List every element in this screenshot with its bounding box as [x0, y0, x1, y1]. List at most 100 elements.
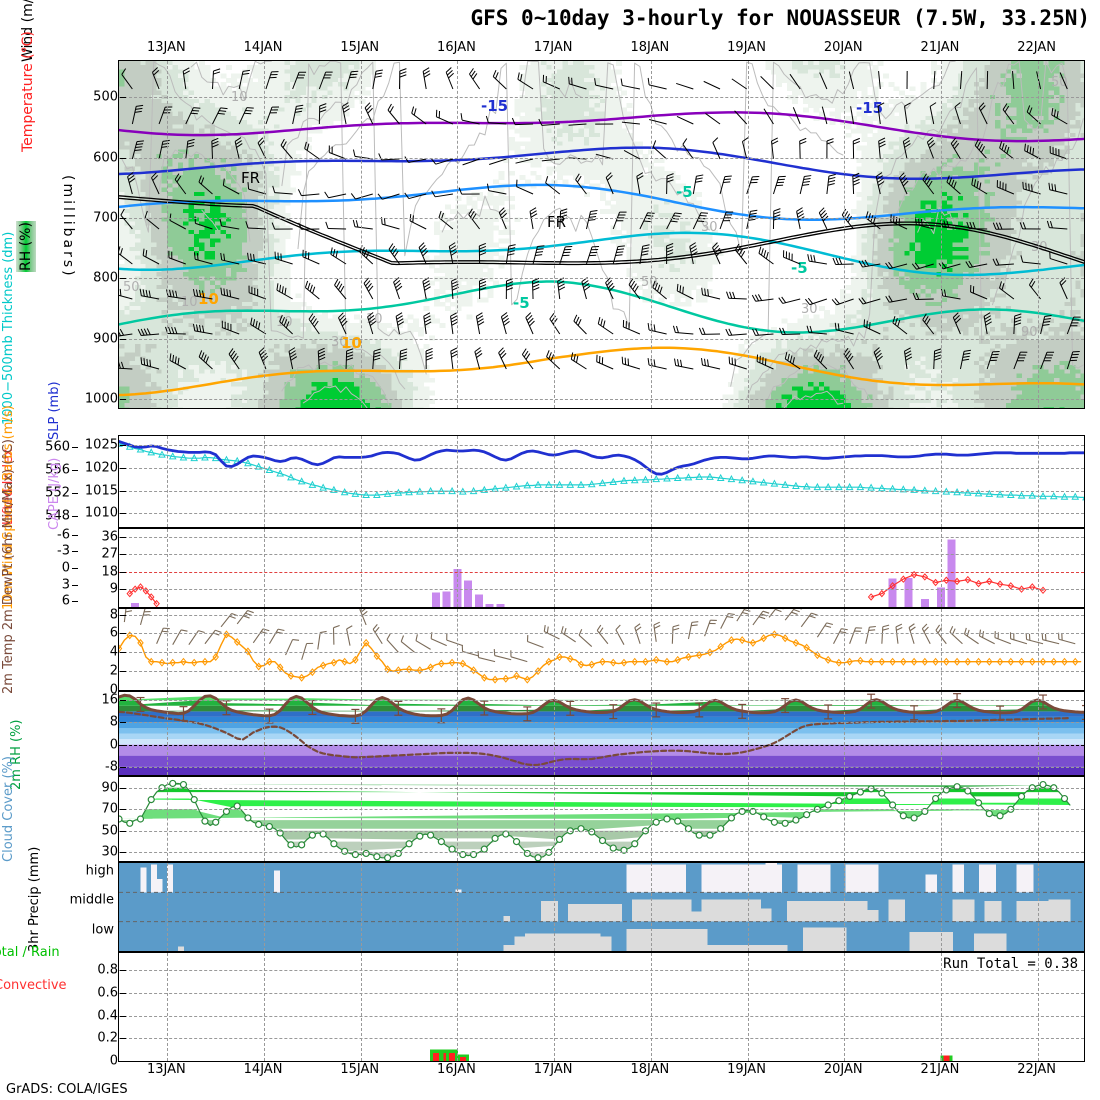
axis-tick-label: 1000: [84, 391, 118, 407]
grid-line-horizontal: [119, 809, 1084, 811]
grid-line-vertical: [940, 692, 942, 775]
axis-tick-label: 556: [45, 462, 70, 478]
rh2m-panel: [118, 776, 1085, 862]
axis-tick-label: 0.6: [97, 985, 118, 1001]
cape-lifted-index-panel: [118, 528, 1085, 608]
grid-line-vertical: [554, 953, 556, 1061]
grid-line-vertical: [844, 777, 846, 861]
axis-tick-mark: [120, 700, 126, 702]
grid-line-vertical: [1037, 863, 1039, 951]
grid-line-vertical: [940, 529, 942, 607]
date-label: 14JAN: [243, 40, 283, 55]
axis-tick-label: 600: [93, 150, 118, 166]
axis-tick-mark: [120, 278, 126, 280]
precip-legend-convective: Convective: [0, 978, 67, 993]
axis-tick-mark: [72, 601, 78, 603]
grid-line-horizontal: [119, 766, 1084, 768]
axis-tick-mark: [120, 1015, 126, 1017]
grid-line-vertical: [360, 61, 362, 408]
date-label: 13JAN: [146, 40, 186, 55]
grid-line-vertical: [940, 436, 942, 527]
axis-tick-label: 8: [109, 714, 118, 730]
axis-tick-mark: [120, 744, 126, 746]
axis-tick-label: 16: [101, 692, 118, 708]
grid-line-vertical: [457, 436, 459, 527]
axis-tick-mark: [72, 584, 78, 586]
axis-tick-mark: [120, 722, 126, 724]
grid-line-vertical: [554, 777, 556, 861]
grid-line-vertical: [360, 863, 362, 951]
grid-line-vertical: [650, 863, 652, 951]
axis-tick-label: 0: [109, 1053, 118, 1069]
temp2m-ytitle: 2m Temp 2m DewPt (6hr Min/Max) (°C): [1, 439, 16, 694]
grid-line-vertical: [844, 609, 846, 690]
axis-tick-label: 0.8: [97, 962, 118, 978]
grid-line-horizontal: [119, 490, 1084, 492]
date-label: 22JAN: [1017, 1062, 1057, 1077]
grid-line-vertical: [167, 863, 169, 951]
grid-line-vertical: [167, 953, 169, 1061]
grid-line-vertical: [167, 436, 169, 527]
cloudcover-ytitle: Cloud Cover (%): [1, 756, 16, 862]
date-label: 16JAN: [437, 40, 476, 55]
axis-tick-label: 90: [101, 780, 118, 796]
axis-tick-label: 30: [101, 844, 118, 860]
axis-tick-mark: [120, 633, 126, 635]
axis-tick-label: 18: [101, 564, 118, 580]
grid-line-vertical: [457, 529, 459, 607]
grid-line-vertical: [360, 436, 362, 527]
date-label: 19JAN: [727, 40, 766, 55]
grid-line-horizontal: [119, 992, 1084, 994]
axis-tick-label: 0: [109, 737, 118, 753]
grid-line-vertical: [264, 953, 266, 1061]
grid-line-vertical: [747, 61, 749, 408]
date-label: 17JAN: [533, 40, 573, 55]
axis-tick-mark: [120, 809, 126, 811]
axis-tick-mark: [120, 445, 126, 447]
date-label: 13JAN: [146, 1062, 186, 1077]
slp-thickness-panel: [118, 435, 1085, 528]
date-label: 18JAN: [630, 1062, 670, 1077]
axis-tick-label: 6: [61, 593, 70, 609]
axis-tick-label: 9: [109, 581, 118, 597]
grid-line-vertical: [747, 777, 749, 861]
grid-line-vertical: [360, 609, 362, 690]
grid-line-horizontal: [119, 1015, 1084, 1017]
grid-line-vertical: [940, 953, 942, 1061]
grid-line-vertical: [167, 777, 169, 861]
date-label: 21JAN: [920, 1062, 960, 1077]
axis-tick-mark: [72, 568, 78, 569]
grid-line-horizontal: [119, 513, 1084, 515]
date-label: 15JAN: [340, 1062, 380, 1077]
axis-tick-label: 1020: [84, 460, 118, 476]
grid-line-vertical: [747, 609, 749, 690]
grid-line-vertical: [747, 863, 749, 951]
upper-air-panel: 10 30 10 50 50 10 30 50 30 10 90 30 -15 -15 -5 -5 -5 10 10…: [118, 60, 1085, 409]
date-label: 16JAN: [437, 1062, 476, 1077]
grid-line-vertical: [264, 777, 266, 861]
axis-tick-label: 6: [109, 625, 118, 641]
axis-tick-mark: [120, 1038, 126, 1040]
axis-tick-label: 27: [101, 546, 118, 562]
grid-line-horizontal: [119, 398, 1084, 400]
thickness-ytitle: 1000−500mb Thickness (dm): [1, 231, 16, 425]
axis-tick-mark: [120, 1061, 126, 1062]
axis-tick-label: 2: [109, 663, 118, 679]
axis-tick-label: 500: [93, 89, 118, 105]
grid-line-vertical: [844, 692, 846, 775]
axis-tick-label: 0: [61, 560, 70, 576]
axis-tick-mark: [120, 992, 126, 994]
grid-line-horizontal: [119, 217, 1084, 219]
grid-line-vertical: [360, 953, 362, 1061]
grid-line-vertical: [264, 529, 266, 607]
grid-line-vertical: [264, 863, 266, 951]
grid-line-horizontal: [119, 1038, 1084, 1040]
axis-tick-mark: [120, 589, 126, 591]
grid-line-vertical: [457, 953, 459, 1061]
grid-line-vertical: [167, 609, 169, 690]
grid-line-vertical: [940, 61, 942, 408]
axis-tick-label: -6: [57, 527, 70, 543]
axis-tick-mark: [120, 467, 126, 469]
axis-tick-label: 560: [45, 439, 70, 455]
rh-legend: RH (%): [16, 221, 36, 272]
